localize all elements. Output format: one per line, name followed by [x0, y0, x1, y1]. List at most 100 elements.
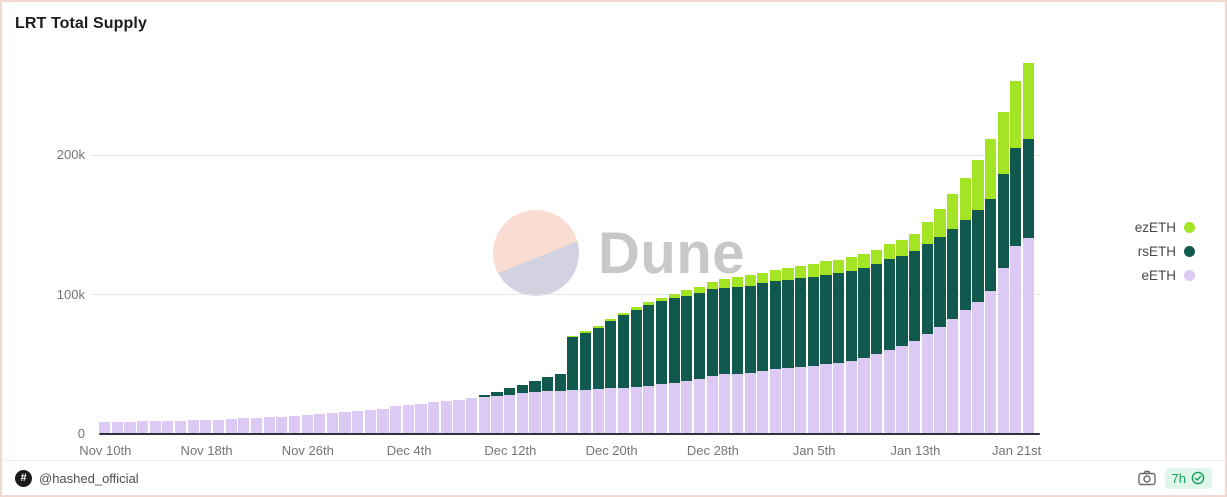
bar-dec-12[interactable] [504, 388, 516, 433]
bar-segment-ezETH[interactable] [693, 286, 706, 293]
bar-segment-ezETH[interactable] [997, 112, 1009, 174]
bar-segment-eETH[interactable] [111, 421, 123, 433]
bar-segment-eETH[interactable] [744, 373, 756, 433]
bar-segment-eETH[interactable] [782, 368, 794, 433]
bar-segment-rsETH[interactable] [592, 327, 604, 390]
bar-dec-23[interactable] [643, 302, 655, 433]
bar-dec-3[interactable] [390, 406, 402, 433]
bar-segment-eETH[interactable] [719, 374, 731, 433]
bar-segment-eETH[interactable] [997, 268, 1009, 433]
bar-segment-rsETH[interactable] [807, 276, 819, 367]
bar-segment-eETH[interactable] [579, 389, 592, 433]
bar-nov-21[interactable] [238, 418, 250, 433]
bar-segment-ezETH[interactable] [643, 302, 655, 306]
bar-dec-22[interactable] [630, 307, 642, 433]
bar-jan-16[interactable] [947, 193, 959, 433]
bar-segment-ezETH[interactable] [795, 266, 807, 279]
bar-segment-eETH[interactable] [326, 413, 338, 433]
bar-segment-eETH[interactable] [415, 403, 427, 433]
bar-segment-eETH[interactable] [959, 310, 971, 433]
bar-dec-19[interactable] [592, 325, 604, 433]
bar-segment-eETH[interactable] [478, 397, 490, 433]
bar-segment-eETH[interactable] [655, 384, 668, 433]
bar-segment-rsETH[interactable] [972, 209, 984, 302]
bar-segment-eETH[interactable] [909, 340, 921, 433]
bar-segment-eETH[interactable] [706, 375, 718, 433]
bar-segment-rsETH[interactable] [516, 384, 528, 394]
bar-nov-26[interactable] [301, 415, 313, 433]
bar-segment-rsETH[interactable] [757, 283, 769, 371]
bar-nov-11[interactable] [111, 421, 123, 433]
bar-dec-20[interactable] [605, 319, 617, 433]
bar-segment-rsETH[interactable] [643, 305, 655, 386]
bar-segment-rsETH[interactable] [1022, 138, 1035, 238]
bar-segment-ezETH[interactable] [579, 330, 592, 333]
bar-segment-ezETH[interactable] [769, 269, 781, 281]
bar-segment-eETH[interactable] [301, 415, 313, 433]
legend-item-rsETH[interactable]: rsETH [1135, 239, 1195, 263]
bar-segment-eETH[interactable] [440, 400, 452, 433]
bar-segment-rsETH[interactable] [617, 315, 630, 388]
bar-nov-25[interactable] [288, 415, 301, 433]
bar-dec-6[interactable] [428, 402, 440, 433]
bar-segment-ezETH[interactable] [630, 307, 642, 311]
bar-segment-ezETH[interactable] [896, 239, 908, 256]
bar-segment-eETH[interactable] [491, 396, 503, 433]
bar-dec-2[interactable] [377, 408, 389, 433]
bar-nov-24[interactable] [276, 416, 288, 433]
bar-segment-eETH[interactable] [466, 398, 478, 433]
bar-segment-eETH[interactable] [250, 417, 263, 433]
bar-segment-eETH[interactable] [162, 421, 174, 433]
bar-segment-ezETH[interactable] [744, 275, 756, 286]
bar-dec-30[interactable] [731, 276, 744, 433]
bar-nov-19[interactable] [212, 419, 225, 433]
bar-segment-eETH[interactable] [757, 370, 769, 433]
bar-nov-23[interactable] [263, 417, 275, 433]
bar-segment-rsETH[interactable] [554, 373, 566, 391]
bar-segment-eETH[interactable] [339, 412, 351, 433]
bar-segment-rsETH[interactable] [529, 380, 541, 392]
bar-dec-7[interactable] [440, 400, 452, 433]
bar-nov-13[interactable] [136, 421, 149, 433]
bar-segment-ezETH[interactable] [1010, 81, 1022, 149]
bar-segment-eETH[interactable] [174, 420, 187, 433]
bar-dec-21[interactable] [617, 312, 630, 433]
bar-segment-ezETH[interactable] [959, 177, 971, 220]
bar-jan-8[interactable] [845, 257, 857, 433]
bar-segment-eETH[interactable] [187, 420, 199, 433]
bar-segment-rsETH[interactable] [731, 286, 744, 374]
bar-segment-eETH[interactable] [136, 421, 149, 433]
bar-segment-rsETH[interactable] [833, 273, 845, 363]
bar-segment-ezETH[interactable] [871, 249, 883, 265]
bar-segment-eETH[interactable] [592, 389, 604, 433]
bar-segment-eETH[interactable] [921, 333, 933, 433]
bar-dec-13[interactable] [516, 384, 528, 433]
bar-nov-29[interactable] [339, 412, 351, 433]
bar-segment-eETH[interactable] [364, 410, 376, 433]
bar-segment-rsETH[interactable] [795, 278, 807, 367]
bar-dec-27[interactable] [693, 286, 706, 433]
bar-dec-1[interactable] [364, 410, 376, 433]
bar-dec-26[interactable] [681, 290, 693, 433]
bar-jan-15[interactable] [934, 209, 946, 433]
bar-segment-eETH[interactable] [390, 406, 402, 433]
bar-segment-eETH[interactable] [605, 388, 617, 433]
bar-segment-rsETH[interactable] [858, 267, 870, 358]
bar-dec-18[interactable] [579, 330, 592, 433]
bar-segment-ezETH[interactable] [655, 297, 668, 302]
bar-jan-7[interactable] [833, 260, 845, 433]
bar-jan-14[interactable] [921, 221, 933, 433]
bar-segment-rsETH[interactable] [997, 173, 1009, 269]
bar-segment-ezETH[interactable] [984, 138, 997, 199]
bar-segment-eETH[interactable] [567, 390, 579, 433]
bar-jan-2[interactable] [769, 269, 781, 433]
bar-jan-21[interactable] [1010, 81, 1022, 433]
bar-segment-ezETH[interactable] [757, 272, 769, 284]
bar-segment-ezETH[interactable] [567, 336, 579, 338]
bar-segment-rsETH[interactable] [681, 295, 693, 381]
bar-segment-rsETH[interactable] [921, 243, 933, 334]
bar-segment-ezETH[interactable] [681, 290, 693, 296]
bar-segment-ezETH[interactable] [883, 243, 895, 260]
bar-dec-11[interactable] [491, 391, 503, 433]
bar-dec-15[interactable] [541, 377, 554, 433]
